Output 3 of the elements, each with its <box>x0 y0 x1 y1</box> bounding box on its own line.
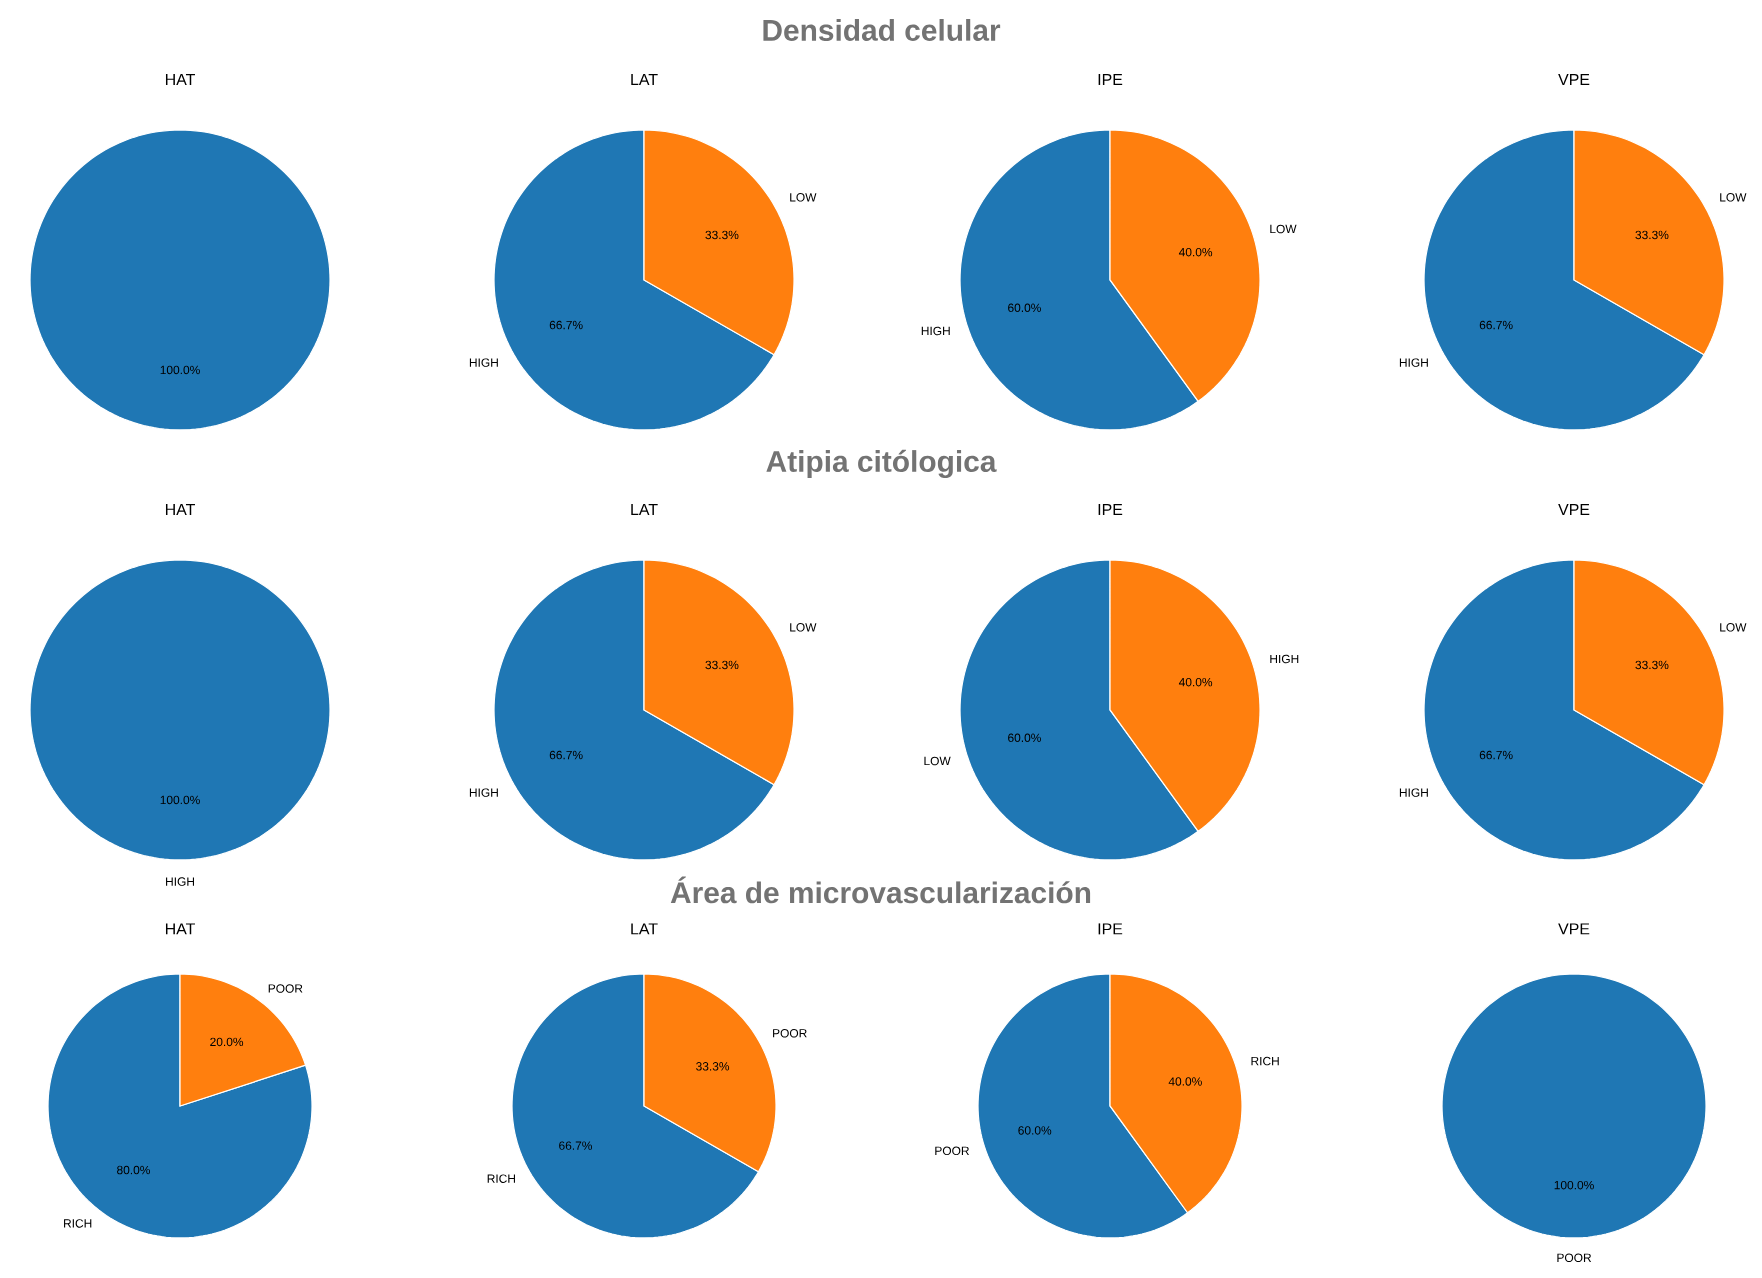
text: Área de microvascularización <box>670 876 1091 904</box>
text: Atipia citólogica <box>766 449 997 479</box>
text: Densidad celular <box>763 18 1001 41</box>
